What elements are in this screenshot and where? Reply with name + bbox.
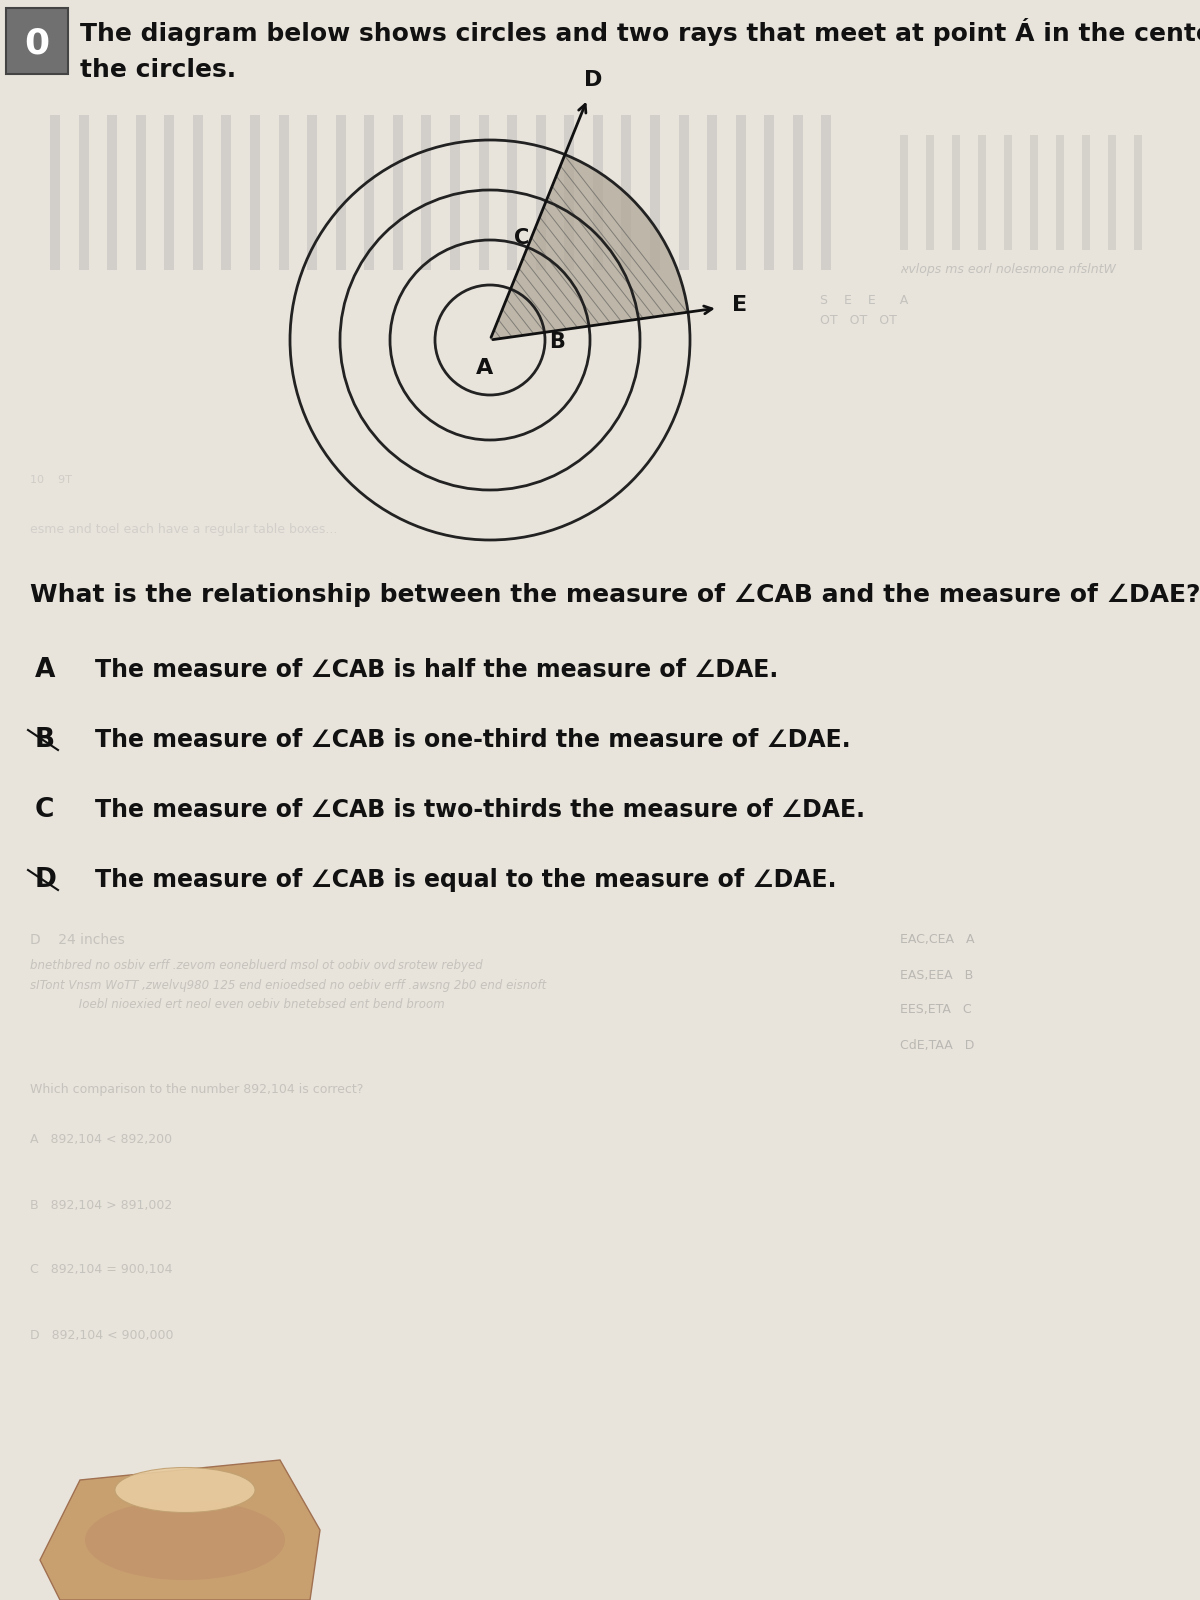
Text: C   892,104 = 900,104: C 892,104 = 900,104 [30,1264,173,1277]
Bar [392,115,403,270]
Text: S    E    E      A: S E E A [820,293,908,307]
Bar [678,115,689,270]
Bar [479,115,488,270]
Bar [593,115,602,270]
Text: The measure of ∠CAB is half the measure of ∠DAE.: The measure of ∠CAB is half the measure … [95,658,779,682]
FancyBboxPatch shape [6,8,68,74]
Text: A: A [35,658,55,683]
Text: The diagram below shows circles and two rays that meet at point Á in the center : The diagram below shows circles and two … [80,18,1200,46]
Text: אvlops ms eorl nolesmone nfslntW: אvlops ms eorl nolesmone nfslntW [900,264,1116,277]
Text: 0: 0 [24,27,49,61]
Text: C: C [514,227,529,248]
Text: D   892,104 < 900,000: D 892,104 < 900,000 [30,1328,174,1341]
Text: 10    9T: 10 9T [30,475,72,485]
Text: Which comparison to the number 892,104 is correct?: Which comparison to the number 892,104 i… [30,1083,364,1096]
Bar [78,115,89,270]
Text: B   892,104 > 891,002: B 892,104 > 891,002 [30,1198,173,1211]
Bar [421,115,432,270]
Bar [900,134,908,250]
Bar [1108,134,1116,250]
Ellipse shape [115,1467,256,1512]
Text: The measure of ∠CAB is two-thirds the measure of ∠DAE.: The measure of ∠CAB is two-thirds the me… [95,798,865,822]
Bar [193,115,203,270]
Bar [926,134,934,250]
Text: D    24 inches: D 24 inches [30,933,125,947]
Text: the circles.: the circles. [80,58,236,82]
Ellipse shape [85,1501,286,1581]
Bar [136,115,145,270]
Text: B: B [35,726,55,754]
Bar [107,115,118,270]
Bar [450,115,460,270]
Bar [650,115,660,270]
Text: What is the relationship between the measure of ∠CAB and the measure of ∠DAE?: What is the relationship between the mea… [30,582,1200,606]
Text: D: D [583,70,602,90]
Bar [250,115,260,270]
Text: The measure of ∠CAB is one-third the measure of ∠DAE.: The measure of ∠CAB is one-third the mea… [95,728,851,752]
Bar [222,115,232,270]
Bar [564,115,575,270]
Bar [1056,134,1064,250]
Bar [1030,134,1038,250]
Bar [1082,134,1090,250]
Text: EAS,EEA   B: EAS,EEA B [900,968,973,981]
Text: B: B [550,331,565,352]
Text: sITont Vnsm WoTT ,zwelvɥ980 125 end enioedsed no oebiv erff .awsng 2b0 end eisno: sITont Vnsm WoTT ,zwelvɥ980 125 end enio… [30,979,546,992]
Bar [952,134,960,250]
Bar [793,115,803,270]
Bar [50,115,60,270]
Bar [164,115,174,270]
Bar [508,115,517,270]
Text: A: A [476,358,493,378]
Bar [307,115,317,270]
Text: esme and toel each have a regular table boxes...: esme and toel each have a regular table … [30,523,337,536]
Bar [622,115,631,270]
Bar [764,115,774,270]
Bar [1004,134,1012,250]
Text: The measure of ∠CAB is equal to the measure of ∠DAE.: The measure of ∠CAB is equal to the meas… [95,867,836,893]
Bar [978,134,986,250]
Text: CdE,TAA   D: CdE,TAA D [900,1038,974,1051]
Text: C: C [35,797,54,822]
Bar [365,115,374,270]
Bar [336,115,346,270]
Text: E: E [732,294,748,315]
Text: EES,ETA   C: EES,ETA C [900,1003,972,1016]
Bar [707,115,718,270]
Text: Ioebl nioexied ert neol even oebiv bnetebsed ent bend broom: Ioebl nioexied ert neol even oebiv bnete… [30,998,445,1011]
Polygon shape [40,1459,320,1600]
Bar [278,115,288,270]
Bar [822,115,832,270]
Text: D: D [35,867,56,893]
Bar [535,115,546,270]
Bar [736,115,745,270]
Text: bnethbred no osbiv erff .zevom eonebluerd msol ot oobiv ovd srotew rebyed: bnethbred no osbiv erff .zevom eonebluer… [30,958,482,971]
Bar [1134,134,1142,250]
Text: EAC,CEA   A: EAC,CEA A [900,933,974,947]
Polygon shape [490,155,688,341]
Text: OT   OT   OT: OT OT OT [820,314,896,326]
Text: A   892,104 < 892,200: A 892,104 < 892,200 [30,1133,172,1147]
